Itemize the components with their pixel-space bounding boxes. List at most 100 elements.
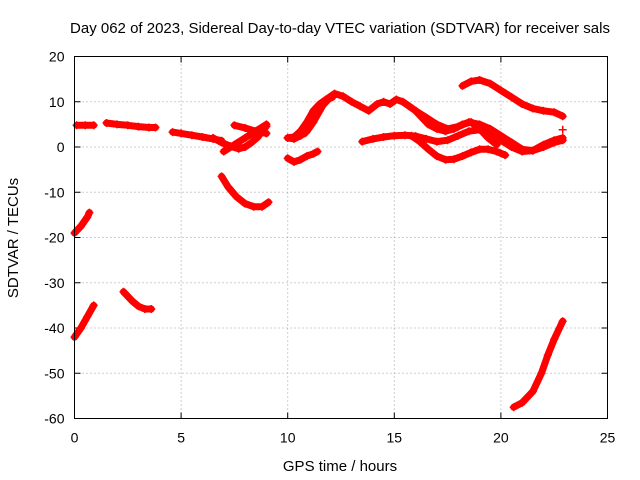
data-point-plus (264, 198, 273, 207)
data-point-plus (358, 137, 367, 146)
data-point-plus (219, 147, 228, 156)
data-point-plus (539, 106, 548, 115)
data-point-plus (492, 140, 501, 149)
data-point-plus (241, 199, 250, 208)
data-point-plus (85, 208, 94, 217)
data-point-plus (475, 76, 484, 84)
data-point-plus (232, 192, 241, 201)
data-point-plus (486, 124, 495, 133)
data-point-plus (492, 147, 501, 156)
x-tick-label: 25 (600, 430, 616, 446)
data-point-plus (450, 155, 458, 164)
data-point-plus (76, 222, 85, 231)
data-point-plus (475, 145, 484, 154)
data-point-plus (89, 121, 98, 130)
data-point-plus (454, 131, 463, 140)
data-point-plus (528, 146, 537, 155)
grid (74, 56, 608, 419)
series-arc-20 (558, 125, 567, 134)
data-point-plus (258, 202, 267, 211)
series-line (71, 209, 93, 237)
data-point-plus (89, 301, 98, 310)
data-point-plus (507, 93, 516, 102)
data-point-plus (81, 121, 90, 130)
x-tick-label: 0 (71, 430, 79, 446)
data-point-plus (134, 302, 143, 311)
data-point-plus (390, 131, 399, 140)
data-point-plus (422, 113, 431, 122)
data-point-plus (518, 145, 527, 154)
y-tick-label: -20 (44, 230, 64, 246)
data-point-plus (507, 138, 516, 147)
data-point-plus (151, 123, 160, 132)
series-line (301, 93, 334, 137)
data-point-plus (443, 136, 452, 145)
series-arc-19 (509, 317, 567, 412)
series-arc-17 (411, 106, 567, 155)
data-point-plus (317, 102, 326, 111)
data-point-plus (326, 93, 335, 102)
data-point-plus (443, 124, 452, 133)
data-point-plus (147, 305, 156, 313)
data-point-plus (123, 121, 132, 130)
y-tick-label: -50 (44, 365, 64, 381)
data-point-plus (241, 143, 250, 151)
series-arc-16 (407, 131, 510, 164)
data-point-plus (379, 97, 388, 106)
data-point-plus (119, 287, 128, 296)
data-point-plus (424, 145, 433, 154)
data-point-plus (407, 131, 416, 140)
data-point-plus (283, 133, 292, 142)
data-point-plus (241, 124, 250, 132)
data-point-plus (309, 115, 318, 124)
data-series (70, 76, 567, 412)
data-point-plus (464, 127, 473, 136)
data-point-plus (458, 81, 467, 90)
data-point-plus (262, 129, 271, 138)
data-point-plus (432, 152, 441, 161)
x-tick-label: 15 (387, 430, 403, 446)
data-point-plus (230, 140, 239, 149)
data-point-plus (76, 324, 85, 332)
series-line (459, 76, 567, 120)
data-point-plus (198, 133, 207, 141)
data-point-plus (209, 133, 218, 142)
y-tick-label: -40 (44, 320, 64, 336)
data-point-plus (432, 120, 441, 129)
series-arc-10 (219, 120, 271, 156)
data-point-plus (467, 77, 476, 86)
data-point-plus (405, 102, 414, 111)
y-tick-label: -10 (44, 184, 64, 200)
series-line (230, 121, 270, 137)
data-point-plus (486, 79, 495, 88)
data-point-plus (113, 120, 122, 129)
data-point-plus (496, 86, 505, 95)
data-point-plus (290, 133, 299, 141)
data-point-plus (550, 335, 559, 344)
data-point-plus (509, 403, 518, 412)
data-point-plus (484, 145, 493, 154)
series-arc-08 (217, 172, 273, 211)
data-point-plus (558, 133, 567, 142)
chart-title: Day 062 of 2023, Sidereal Day-to-day VTE… (70, 20, 610, 37)
data-point-plus (102, 119, 111, 127)
data-point-plus (539, 140, 548, 149)
data-point-plus (128, 296, 137, 305)
series-arc-03 (72, 121, 98, 130)
series-arc-04 (102, 119, 160, 132)
data-point-plus (379, 133, 388, 141)
data-point-plus (467, 148, 476, 157)
data-point-plus (392, 95, 401, 104)
data-point-plus (83, 213, 92, 222)
data-point-plus (339, 92, 348, 101)
data-point-plus (558, 112, 567, 121)
series-arc-01 (70, 208, 94, 237)
data-point-plus (313, 147, 322, 156)
data-point-plus (528, 104, 537, 113)
data-point-plus (290, 157, 299, 166)
data-point-plus (415, 137, 424, 146)
data-point-plus (454, 122, 463, 131)
data-point-plus (296, 155, 305, 164)
data-point-plus (369, 134, 377, 143)
